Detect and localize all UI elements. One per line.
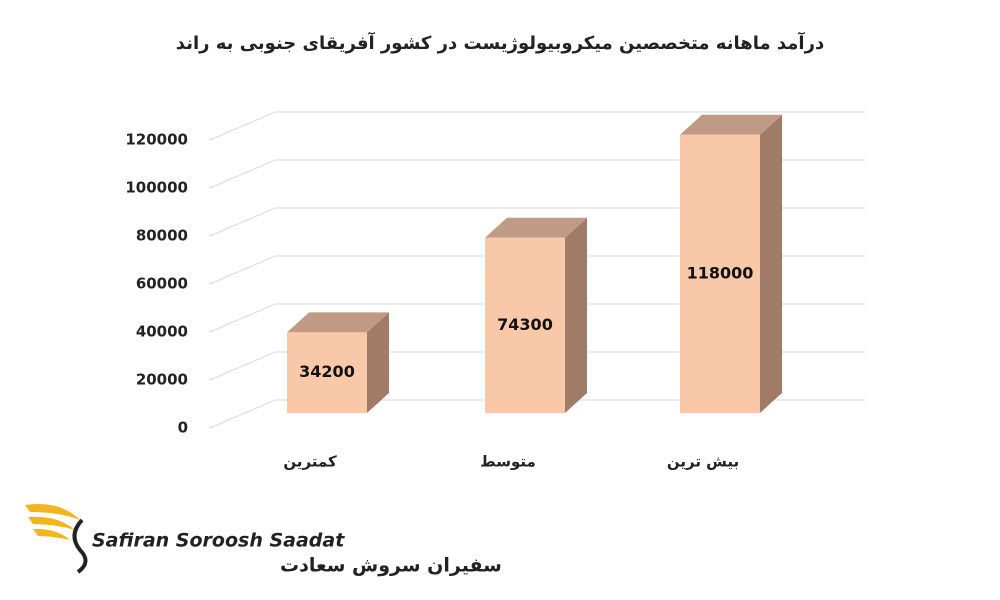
- bar-side: [565, 217, 587, 413]
- grid-line: [209, 207, 865, 237]
- bar: [287, 312, 389, 413]
- logo-wing: [25, 504, 80, 520]
- logo-wing: [33, 528, 70, 540]
- y-tick-label: 60000: [136, 275, 188, 293]
- bar-side: [760, 114, 782, 413]
- bar-top: [287, 312, 389, 333]
- bar: [680, 114, 782, 413]
- y-tick-label: 20000: [136, 371, 188, 389]
- grid-line: [209, 399, 865, 429]
- data-label: 34200: [299, 362, 355, 381]
- logo-wing: [28, 516, 75, 530]
- bar-top: [485, 217, 587, 238]
- grid: [209, 111, 865, 429]
- logo: Safiran Soroosh Saadat سفیران سروش سعادت: [25, 504, 502, 577]
- y-tick-label: 40000: [136, 323, 188, 341]
- bar-side: [367, 312, 389, 413]
- x-tick-label: بیش ترین: [667, 453, 739, 471]
- grid-line: [209, 351, 865, 381]
- y-tick-label: 120000: [125, 131, 188, 149]
- data-label: 74300: [497, 315, 553, 334]
- grid-line: [209, 303, 865, 333]
- logo-name-en: Safiran Soroosh Saadat: [92, 530, 345, 552]
- y-tick-label: 100000: [125, 179, 188, 197]
- bar-front: [485, 237, 565, 413]
- x-tick-label: کمترین: [283, 453, 337, 471]
- bar-top: [680, 114, 782, 135]
- grid-line: [209, 159, 865, 189]
- x-tick-label: متوسط: [480, 453, 536, 471]
- bar-front: [287, 332, 367, 413]
- chart-title: درآمد ماهانه متخصصین میکروبیولوژیست در ک…: [176, 31, 824, 54]
- bar-front: [680, 134, 760, 413]
- bar: [485, 217, 587, 413]
- logo-neck: [72, 518, 88, 574]
- y-tick-label: 0: [178, 419, 188, 437]
- grid-line: [209, 111, 865, 141]
- y-tick-label: 80000: [136, 227, 188, 245]
- grid-line: [209, 255, 865, 285]
- logo-name-fa: سفیران سروش سعادت: [280, 555, 502, 577]
- data-label: 118000: [687, 263, 754, 282]
